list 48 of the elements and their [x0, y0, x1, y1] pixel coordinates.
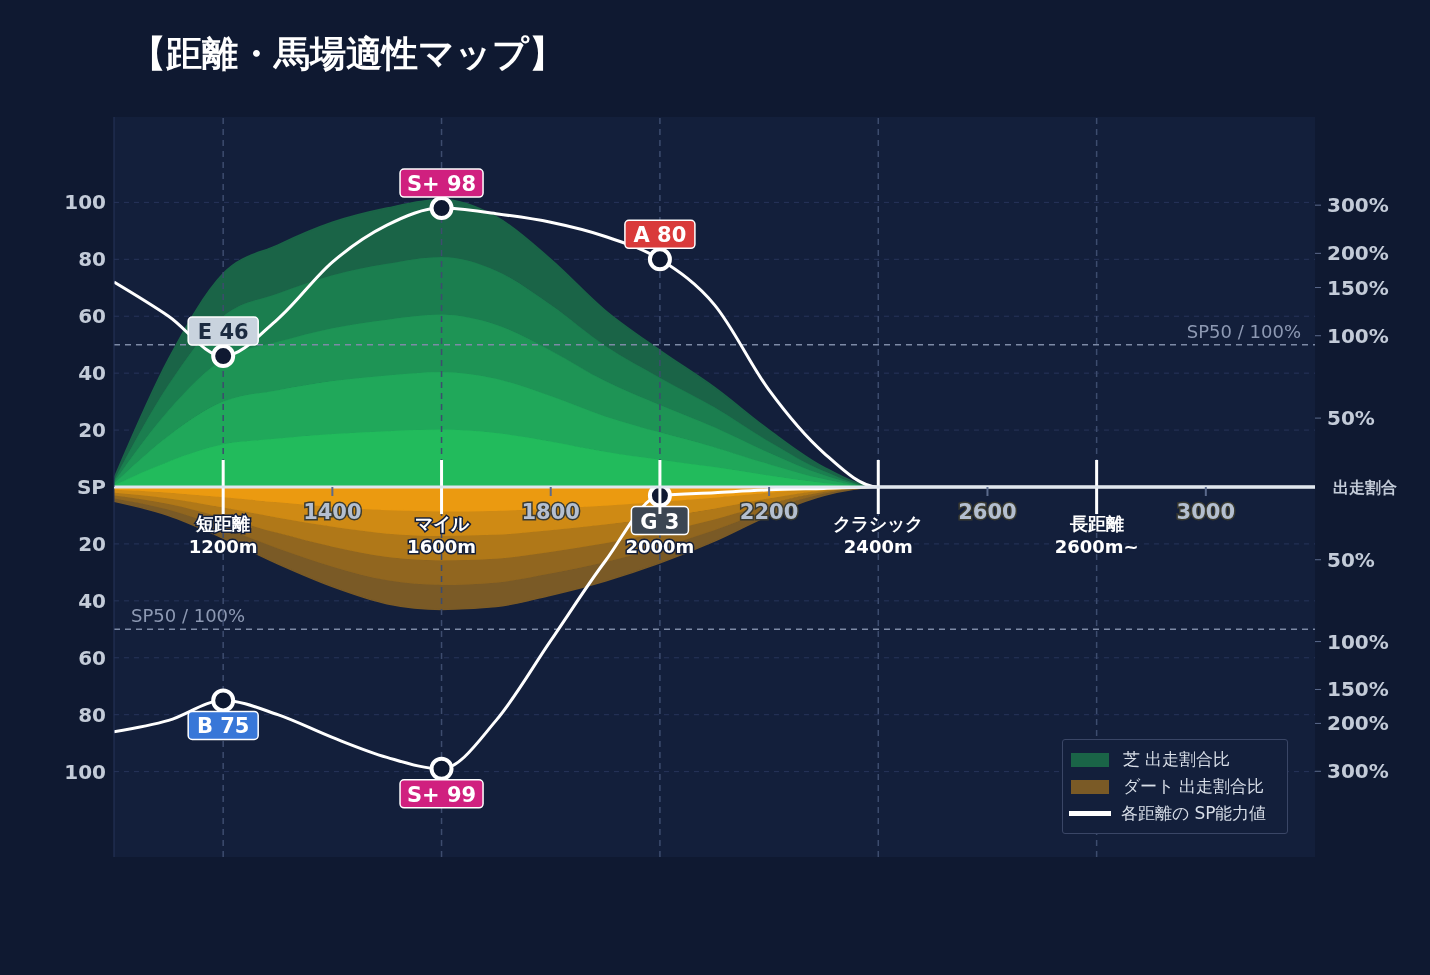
- y2-tick-label: 150%: [1327, 275, 1389, 300]
- y-tick-label: 60: [78, 645, 106, 670]
- ref-line-label: 短距離 1200m: [188, 513, 258, 557]
- x-tick-label: 3000: [1176, 500, 1236, 524]
- y-tick-label: 80: [78, 702, 106, 727]
- ref-line-label: SP50 / 100%: [1186, 320, 1301, 342]
- y2-tick-label: 300%: [1327, 193, 1389, 218]
- y2-tick-label: 300%: [1327, 759, 1389, 784]
- y-tick-label: 20: [78, 532, 106, 557]
- annotation: A 80: [633, 223, 687, 248]
- ref-line-label: クラシック 2400m: [833, 513, 924, 557]
- y-tick-label: SP: [76, 475, 106, 500]
- chart-title: 【距離・馬場適性マップ】: [130, 32, 565, 76]
- y2-tick-label: 150%: [1327, 677, 1389, 702]
- y2-tick-label: 200%: [1327, 711, 1389, 736]
- ref-line-label: マイル 1600m: [407, 513, 476, 557]
- point: [647, 247, 672, 272]
- y2-tick-label: 200%: [1327, 241, 1389, 266]
- point: [211, 688, 236, 713]
- annotation: S+ 99: [406, 782, 477, 807]
- y-tick-label: 40: [78, 361, 106, 386]
- annotation: E 46: [197, 320, 249, 345]
- x-tick-label: 1800: [521, 500, 580, 524]
- ref-line-label: 長距離 2600m~: [1054, 513, 1139, 557]
- annotation: S+ 98: [406, 172, 477, 197]
- y-tick-label: 60: [78, 304, 106, 329]
- y2-axis-title: 出走割合: [1333, 478, 1397, 497]
- ref-line-label: 2000m: [625, 536, 695, 557]
- y2-tick-label: 50%: [1327, 547, 1375, 572]
- y-tick-label: 100: [64, 190, 106, 215]
- point: [429, 196, 454, 221]
- point: [429, 756, 454, 781]
- y2-tick-label: 50%: [1327, 406, 1375, 431]
- legend-label: 芝 出走割合比: [1123, 748, 1231, 771]
- y-tick-label: 20: [78, 418, 106, 443]
- annotation: B 75: [196, 714, 250, 739]
- ref-line-label: SP50 / 100%: [131, 605, 246, 627]
- y-tick-label: 40: [78, 588, 106, 613]
- x-tick-label: 1400: [303, 500, 362, 524]
- x-tick-label: 2600: [958, 500, 1017, 524]
- legend-label: 各距離の SP能力値: [1121, 802, 1267, 825]
- y2-tick-label: 100%: [1327, 323, 1389, 348]
- y-tick-label: 100: [64, 759, 106, 784]
- point: [211, 344, 236, 369]
- legend-label: ダート 出走割合比: [1123, 775, 1265, 798]
- y-tick-label: 80: [78, 247, 106, 272]
- y2-tick-label: 100%: [1327, 629, 1389, 654]
- annotation: G 3: [640, 509, 680, 534]
